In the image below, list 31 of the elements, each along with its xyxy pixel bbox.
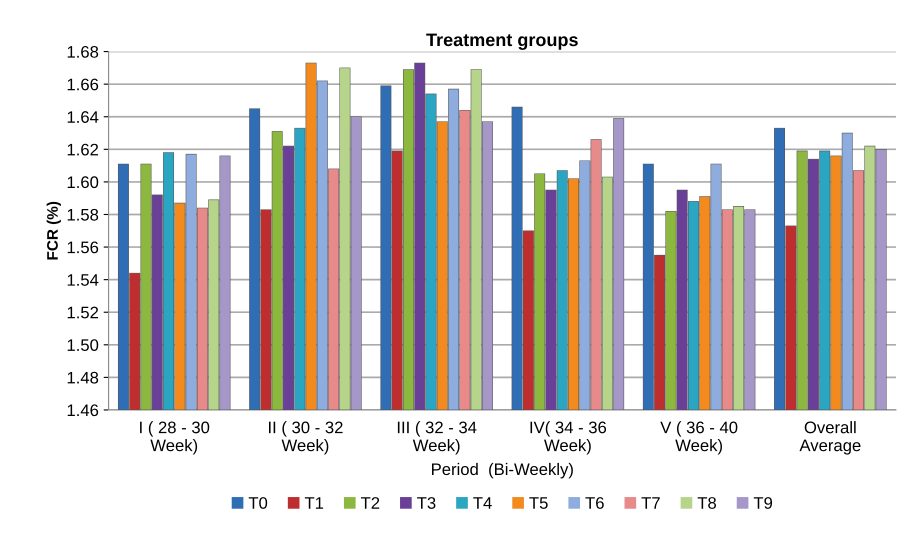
y-tick-label: 1.48 [68, 372, 98, 384]
y-axis-title: FCR (%) [46, 202, 61, 260]
x-tick-label: I ( 28 - 30 Week) [140, 421, 210, 455]
chart-title: Treatment groups [426, 34, 578, 50]
legend-label: T5 [529, 497, 548, 509]
legend-label: T7 [642, 497, 660, 509]
x-axis-title: Period (Bi-Weekly) [432, 462, 573, 478]
x-tick-label: IV( 34 - 36 Week) [530, 421, 606, 455]
y-tick-label: 1.66 [68, 78, 98, 90]
legend-label: T4 [473, 497, 492, 509]
x-tick-label: V ( 36 - 40 Week) [660, 421, 738, 455]
y-tick-label: 1.60 [68, 176, 98, 188]
legend-label: T1 [304, 497, 324, 509]
x-tick-label: Overall Average [799, 421, 860, 455]
legend-label: T9 [754, 497, 772, 509]
legend-label: T2 [360, 497, 380, 509]
y-tick-label: 1.50 [68, 339, 98, 352]
y-tick-label: 1.56 [68, 241, 98, 254]
legend-label: T0 [248, 497, 268, 509]
y-tick-label: 1.62 [68, 144, 98, 156]
y-tick-label: 1.68 [68, 46, 98, 58]
legend-label: T3 [417, 497, 436, 509]
y-tick-label: 1.64 [68, 111, 98, 123]
y-tick-label: 1.54 [68, 274, 98, 286]
x-tick-label: III ( 32 - 34 Week) [398, 421, 476, 455]
y-tick-label: 1.46 [68, 404, 98, 416]
y-tick-label: 1.52 [68, 306, 98, 318]
legend-label: T8 [698, 497, 716, 509]
x-tick-label: II ( 30 - 32 Week) [269, 421, 343, 455]
legend-label: T6 [585, 497, 604, 509]
y-tick-label: 1.58 [68, 208, 98, 221]
